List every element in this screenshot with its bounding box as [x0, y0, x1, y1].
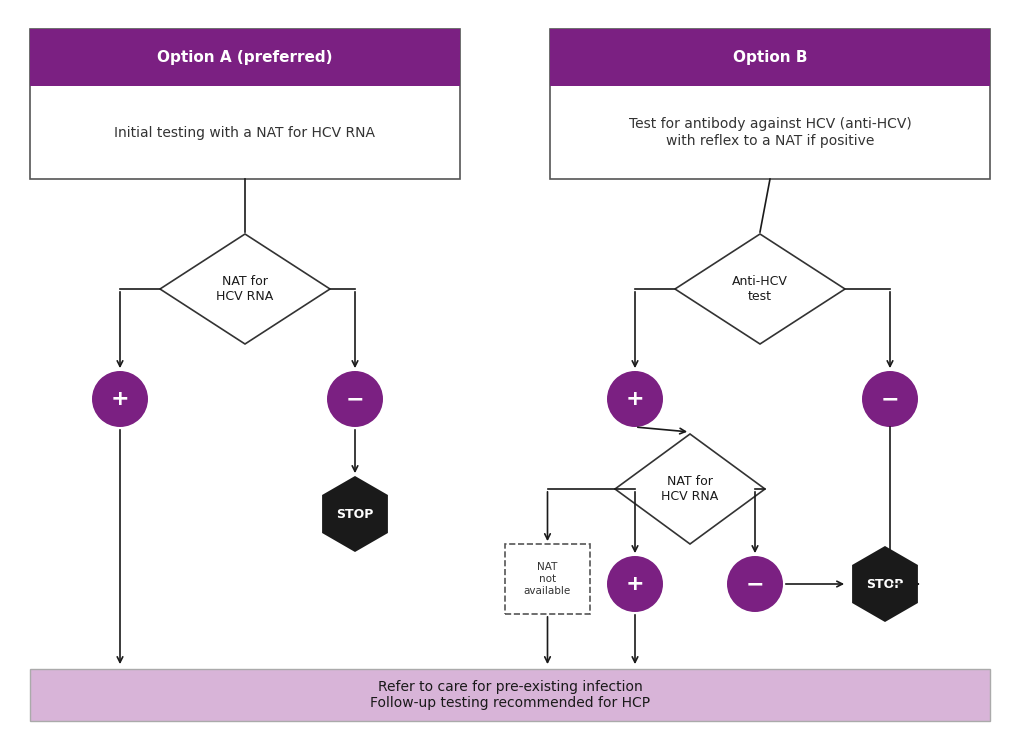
- Text: +: +: [111, 389, 129, 409]
- FancyBboxPatch shape: [504, 544, 589, 614]
- Polygon shape: [160, 234, 330, 344]
- Circle shape: [327, 371, 382, 427]
- FancyBboxPatch shape: [30, 669, 989, 721]
- Text: Option A (preferred): Option A (preferred): [157, 50, 332, 65]
- FancyBboxPatch shape: [549, 29, 989, 86]
- Text: Option B: Option B: [732, 50, 806, 65]
- FancyBboxPatch shape: [549, 29, 989, 179]
- Text: STOP: STOP: [865, 577, 903, 590]
- Circle shape: [606, 556, 662, 612]
- Text: −: −: [879, 389, 899, 409]
- FancyBboxPatch shape: [30, 29, 460, 179]
- Circle shape: [727, 556, 783, 612]
- Text: NAT
not
available: NAT not available: [524, 562, 571, 596]
- Text: Test for antibody against HCV (anti-HCV)
with reflex to a NAT if positive: Test for antibody against HCV (anti-HCV)…: [628, 118, 911, 148]
- Text: Initial testing with a NAT for HCV RNA: Initial testing with a NAT for HCV RNA: [114, 126, 375, 140]
- Text: NAT for
HCV RNA: NAT for HCV RNA: [216, 275, 273, 303]
- Text: −: −: [345, 389, 364, 409]
- Circle shape: [606, 371, 662, 427]
- FancyBboxPatch shape: [30, 29, 460, 86]
- Text: +: +: [625, 574, 644, 594]
- Text: Anti-HCV
test: Anti-HCV test: [732, 275, 787, 303]
- Circle shape: [861, 371, 917, 427]
- Text: STOP: STOP: [336, 508, 373, 520]
- Text: NAT for
HCV RNA: NAT for HCV RNA: [660, 475, 718, 503]
- Text: Refer to care for pre-existing infection
Follow-up testing recommended for HCP: Refer to care for pre-existing infection…: [370, 680, 649, 710]
- Polygon shape: [675, 234, 844, 344]
- Text: +: +: [625, 389, 644, 409]
- Text: −: −: [745, 574, 763, 594]
- Polygon shape: [614, 434, 764, 544]
- Circle shape: [92, 371, 148, 427]
- Polygon shape: [322, 476, 387, 552]
- Polygon shape: [851, 546, 917, 622]
